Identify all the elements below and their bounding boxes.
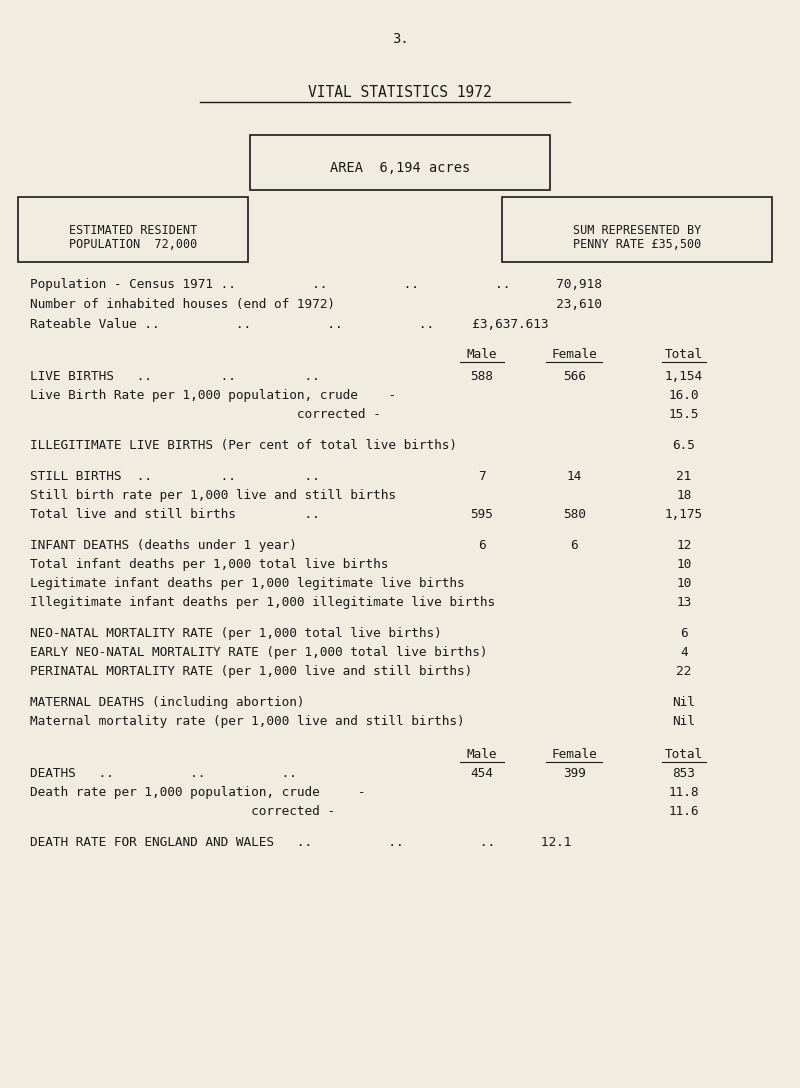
Text: Legitimate infant deaths per 1,000 legitimate live births: Legitimate infant deaths per 1,000 legit…: [30, 577, 465, 590]
Text: 454: 454: [470, 767, 493, 780]
Text: 566: 566: [563, 370, 586, 383]
Text: Female: Female: [551, 348, 598, 361]
Text: Rateable Value ..          ..          ..          ..     £3,637.613: Rateable Value .. .. .. .. £3,637.613: [30, 318, 549, 331]
Text: Live Birth Rate per 1,000 population, crude    -: Live Birth Rate per 1,000 population, cr…: [30, 390, 396, 401]
Text: ILLEGITIMATE LIVE BIRTHS (Per cent of total live births): ILLEGITIMATE LIVE BIRTHS (Per cent of to…: [30, 438, 457, 452]
Text: Death rate per 1,000 population, crude     -: Death rate per 1,000 population, crude -: [30, 786, 366, 799]
Text: Population - Census 1971 ..          ..          ..          ..      70,918: Population - Census 1971 .. .. .. .. 70,…: [30, 279, 602, 290]
Text: ESTIMATED RESIDENT
POPULATION  72,000: ESTIMATED RESIDENT POPULATION 72,000: [69, 223, 197, 251]
Text: DEATH RATE FOR ENGLAND AND WALES   ..          ..          ..      12.1: DEATH RATE FOR ENGLAND AND WALES .. .. .…: [30, 836, 571, 849]
Text: AREA  6,194 acres: AREA 6,194 acres: [330, 161, 470, 174]
Text: 11.6: 11.6: [669, 805, 699, 818]
Text: Total: Total: [665, 348, 703, 361]
Bar: [250, 135, 550, 190]
Text: Total live and still births         ..: Total live and still births ..: [30, 508, 320, 521]
Text: 12: 12: [676, 539, 692, 552]
Text: Male: Male: [466, 348, 497, 361]
Text: PERINATAL MORTALITY RATE (per 1,000 live and still births): PERINATAL MORTALITY RATE (per 1,000 live…: [30, 665, 472, 678]
Text: 399: 399: [563, 767, 586, 780]
Text: 11.8: 11.8: [669, 786, 699, 799]
Text: MATERNAL DEATHS (including abortion): MATERNAL DEATHS (including abortion): [30, 696, 305, 709]
Text: Illegitimate infant deaths per 1,000 illegitimate live births: Illegitimate infant deaths per 1,000 ill…: [30, 596, 495, 609]
Text: NEO-NATAL MORTALITY RATE (per 1,000 total live births): NEO-NATAL MORTALITY RATE (per 1,000 tota…: [30, 627, 442, 640]
Text: 588: 588: [470, 370, 493, 383]
Text: DEATHS   ..          ..          ..: DEATHS .. .. ..: [30, 767, 297, 780]
Text: 16.0: 16.0: [669, 390, 699, 401]
Text: Male: Male: [466, 749, 497, 761]
Text: EARLY NEO-NATAL MORTALITY RATE (per 1,000 total live births): EARLY NEO-NATAL MORTALITY RATE (per 1,00…: [30, 646, 487, 659]
Text: 580: 580: [563, 508, 586, 521]
Text: 6: 6: [680, 627, 688, 640]
Bar: [502, 197, 772, 262]
Text: corrected -: corrected -: [30, 805, 335, 818]
Text: 7: 7: [478, 470, 486, 483]
Bar: [18, 197, 248, 262]
Text: 10: 10: [676, 577, 692, 590]
Text: 1,154: 1,154: [665, 370, 703, 383]
Text: 10: 10: [676, 558, 692, 571]
Text: SUM REPRESENTED BY
PENNY RATE £35,500: SUM REPRESENTED BY PENNY RATE £35,500: [573, 223, 701, 251]
Text: STILL BIRTHS  ..         ..         ..: STILL BIRTHS .. .. ..: [30, 470, 320, 483]
Text: VITAL STATISTICS 1972: VITAL STATISTICS 1972: [308, 85, 492, 100]
Text: 13: 13: [676, 596, 692, 609]
Text: 4: 4: [680, 646, 688, 659]
Text: 595: 595: [470, 508, 493, 521]
Text: Total infant deaths per 1,000 total live births: Total infant deaths per 1,000 total live…: [30, 558, 388, 571]
Text: 6: 6: [570, 539, 578, 552]
Text: Nil: Nil: [673, 715, 695, 728]
Text: INFANT DEATHS (deaths under 1 year): INFANT DEATHS (deaths under 1 year): [30, 539, 297, 552]
Text: 853: 853: [673, 767, 695, 780]
Text: Nil: Nil: [673, 696, 695, 709]
Text: 6.5: 6.5: [673, 438, 695, 452]
Text: 14: 14: [566, 470, 582, 483]
Text: Total: Total: [665, 749, 703, 761]
Text: Female: Female: [551, 749, 598, 761]
Text: corrected -: corrected -: [30, 408, 381, 421]
Text: 21: 21: [676, 470, 692, 483]
Text: 15.5: 15.5: [669, 408, 699, 421]
Text: 1,175: 1,175: [665, 508, 703, 521]
Text: Maternal mortality rate (per 1,000 live and still births): Maternal mortality rate (per 1,000 live …: [30, 715, 465, 728]
Text: 22: 22: [676, 665, 692, 678]
Text: LIVE BIRTHS   ..         ..         ..: LIVE BIRTHS .. .. ..: [30, 370, 320, 383]
Text: 3.: 3.: [392, 32, 408, 46]
Text: 6: 6: [478, 539, 486, 552]
Text: 18: 18: [676, 489, 692, 502]
Text: Still birth rate per 1,000 live and still births: Still birth rate per 1,000 live and stil…: [30, 489, 396, 502]
Text: Number of inhabited houses (end of 1972)                             23,610: Number of inhabited houses (end of 1972)…: [30, 298, 602, 311]
